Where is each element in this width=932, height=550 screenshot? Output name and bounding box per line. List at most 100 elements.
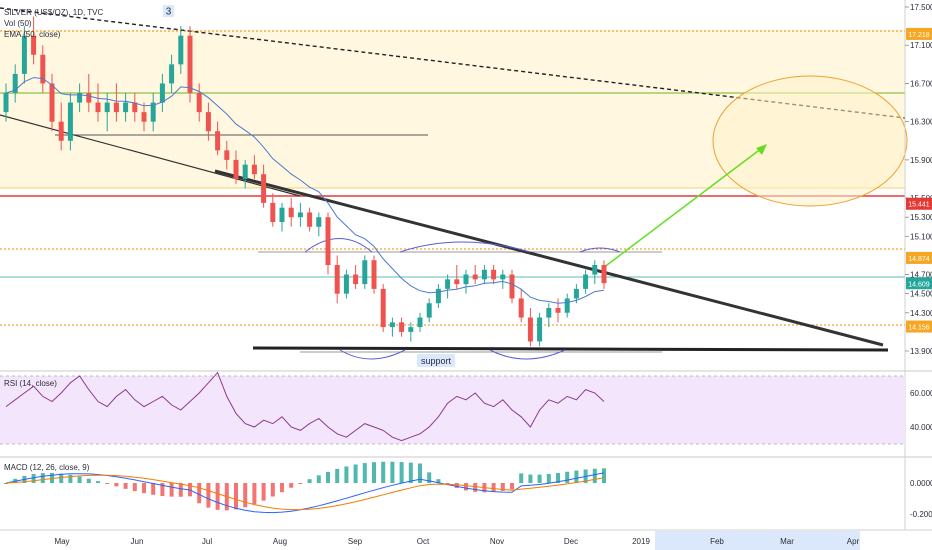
candle-body (472, 274, 478, 280)
macd-bar (68, 474, 73, 483)
candle-body (343, 274, 349, 294)
time-tick-label: 2019 (632, 537, 650, 546)
candle-body (417, 317, 423, 328)
macd-bar (50, 472, 54, 483)
price-tick-label: 14.300 (910, 309, 932, 318)
macd-bar (123, 483, 128, 489)
candle-body (481, 269, 487, 280)
support-label-box (417, 354, 455, 367)
macd-bar (114, 483, 119, 487)
signal-line (5, 474, 605, 511)
macd-bar (546, 474, 551, 483)
candle-body (518, 298, 524, 318)
candle-body (261, 174, 267, 203)
candle-body (31, 35, 37, 55)
macd-bar (234, 483, 238, 510)
macd-label[interactable]: MACD (12, 26, close, 9) (4, 463, 90, 472)
candle-body (49, 83, 55, 122)
future-axis-highlight (655, 531, 860, 550)
support-label: support (421, 356, 452, 366)
macd-bar (418, 463, 422, 483)
candle-body (40, 54, 46, 84)
candle-body (104, 102, 110, 113)
candle-body (537, 317, 543, 342)
ema-label[interactable]: EMA (50, close) (4, 30, 61, 39)
time-tick-label: Apr (847, 537, 860, 546)
macd-tick-label: 0.0000 (910, 479, 932, 488)
macd-bar (316, 475, 321, 483)
macd-bar (77, 476, 82, 483)
price-tick-label: 16.300 (910, 118, 932, 127)
macd-bar (96, 481, 100, 483)
price-badge-label: 14.874 (908, 256, 930, 263)
macd-bar (500, 483, 505, 491)
time-tick-label: Aug (273, 537, 287, 546)
macd-bar (454, 483, 459, 488)
macd-bar (4, 483, 8, 484)
macd-bar (399, 462, 404, 483)
macd-bar (445, 483, 450, 485)
candle-body (454, 279, 460, 285)
candle-body (509, 274, 515, 299)
candle-body (178, 35, 184, 65)
candle-body (242, 164, 248, 179)
macd-bar (556, 472, 560, 483)
time-tick-label: May (54, 537, 69, 546)
price-tick-label: 16.700 (910, 79, 932, 88)
candle-body (463, 274, 469, 285)
candle-body (399, 322, 405, 332)
trendline-upper-thin (0, 114, 301, 197)
candle-body (297, 212, 303, 218)
candle-body (491, 269, 497, 280)
candle-body (187, 35, 193, 93)
macd-bar (31, 474, 36, 483)
candle-body (132, 102, 138, 113)
time-tick-label: Sep (348, 537, 363, 546)
macd-bar (160, 483, 165, 496)
projection-arrow-head (756, 144, 767, 155)
candle-body (196, 93, 202, 113)
candle-body (371, 260, 377, 289)
macd-bar (353, 464, 358, 483)
macd-bar (427, 472, 432, 483)
macd-bar (372, 462, 376, 483)
time-tick-label: Mar (780, 537, 794, 546)
candle-body (86, 93, 92, 103)
macd-bar (565, 471, 570, 483)
price-tick-label: 15.100 (910, 232, 932, 241)
arc-top-3 (579, 247, 621, 253)
macd-axis: 0.0000 -0.2000 (910, 479, 932, 519)
price-badge (906, 251, 932, 264)
macd-bar (528, 474, 533, 483)
macd-bar (243, 483, 248, 508)
vol-label[interactable]: Vol (50) (4, 19, 32, 28)
candle-body (435, 288, 441, 304)
rsi-tick-label: 60.0000 (910, 389, 932, 398)
candles (3, 16, 607, 347)
candle-body (288, 207, 294, 218)
macd-bar (491, 483, 496, 492)
macd-bar (280, 483, 284, 493)
price-badge (906, 277, 932, 290)
macd-bar (206, 483, 211, 508)
price-badge-label: 15.441 (908, 202, 930, 209)
time-tick-label: Oct (417, 537, 430, 546)
time-axis[interactable]: May Jun Jul Aug Sep Oct Nov Dec 2019 Feb Mar Apr (54, 537, 859, 546)
price-axis[interactable]: 13.90014.30014.50014.70015.10015.30015.5… (905, 3, 932, 356)
price-tick-label: 14.500 (910, 290, 932, 299)
candle-body (67, 102, 73, 141)
price-badge-label: 14.156 (908, 325, 930, 332)
rsi-label[interactable]: RSI (14, close) (4, 379, 57, 388)
macd-bar (436, 479, 441, 483)
candle-body (564, 298, 570, 313)
candle-body (77, 93, 83, 103)
macd-bar (326, 471, 330, 483)
symbol-line[interactable]: SILVER (US$/OZ), 1D, TVC (4, 8, 104, 17)
time-tick-label: Jul (202, 537, 212, 546)
candle-body (58, 121, 64, 141)
candle-body (21, 35, 27, 74)
projection-arrow-shaft (602, 147, 763, 269)
macd-bar (574, 470, 579, 483)
candle-body (583, 274, 589, 289)
